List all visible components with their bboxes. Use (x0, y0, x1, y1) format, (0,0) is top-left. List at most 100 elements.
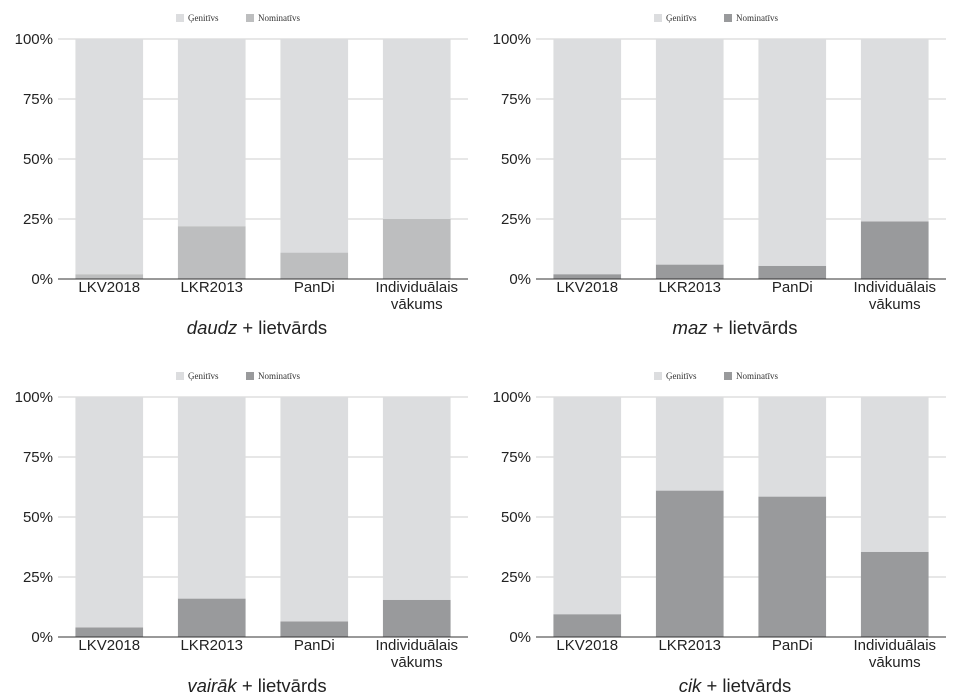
bar-genitivs (280, 39, 348, 253)
bar-nominativs (75, 627, 143, 637)
chart-panel-2: Ģenitīvs Nominatīvs 0% 25% 50% 75% 100% LKV2018… (493, 13, 946, 338)
caption-italic-word: maz (673, 317, 708, 338)
y-tick-label: 75% (501, 91, 531, 108)
x-tick-label: LKR2013 (180, 279, 243, 296)
y-tick-label: 25% (23, 569, 53, 586)
bar-genitivs (758, 39, 826, 266)
y-tick-label: 50% (23, 509, 53, 526)
chart-panel-1: Ģenitīvs Nominatīvs 0% 25% 50% 75% 100% LKV2018… (15, 13, 468, 338)
caption-italic-word: vairāk (187, 675, 238, 696)
legend-label-1: Ģenitīvs (188, 13, 219, 23)
bar-nominativs (861, 552, 929, 637)
legend-swatch-1 (176, 14, 184, 22)
bar-nominativs (758, 266, 826, 279)
legend-swatch-2 (724, 372, 732, 380)
x-tick-label: Individuālais (375, 279, 458, 296)
bar-nominativs (861, 221, 929, 279)
y-tick-label: 25% (23, 211, 53, 228)
y-tick-label: 75% (23, 91, 53, 108)
bar-nominativs (656, 265, 724, 279)
legend-label-1: Ģenitīvs (188, 371, 219, 381)
bar-genitivs (178, 39, 246, 226)
y-tick-label: 100% (493, 31, 531, 48)
y-tick-label: 75% (23, 449, 53, 466)
x-tick-label: LKR2013 (180, 637, 243, 654)
x-tick-label: PanDi (294, 279, 335, 296)
x-tick-label: Individuālais (853, 637, 936, 654)
chart-caption: maz + lietvārds (673, 317, 798, 338)
bar-genitivs (75, 39, 143, 274)
y-tick-label: 50% (501, 151, 531, 168)
x-tick-label: vākums (869, 654, 921, 671)
legend-swatch-2 (246, 14, 254, 22)
chart-panel-3: Ģenitīvs Nominatīvs 0% 25% 50% 75% 100% LKV2018… (15, 371, 468, 696)
legend-label-2: Nominatīvs (736, 371, 778, 381)
bar-nominativs (656, 491, 724, 637)
x-tick-label: LKR2013 (658, 637, 721, 654)
bar-nominativs (178, 599, 246, 637)
caption-italic-word: daudz (187, 317, 237, 338)
x-tick-label: LKV2018 (556, 637, 618, 654)
y-tick-label: 0% (509, 629, 531, 646)
x-tick-label: PanDi (294, 637, 335, 654)
x-tick-label: LKV2018 (556, 279, 618, 296)
y-tick-label: 0% (31, 271, 53, 288)
bar-genitivs (861, 39, 929, 221)
x-tick-label: vākums (869, 296, 921, 313)
caption-rest: + lietvārds (701, 675, 791, 696)
y-tick-label: 100% (15, 31, 53, 48)
legend-label-1: Ģenitīvs (666, 13, 697, 23)
bar-nominativs (758, 497, 826, 637)
legend-swatch-1 (654, 14, 662, 22)
bar-genitivs (75, 397, 143, 627)
bar-genitivs (656, 397, 724, 491)
caption-rest: + lietvārds (237, 317, 327, 338)
legend-label-2: Nominatīvs (258, 371, 300, 381)
bar-nominativs (280, 621, 348, 637)
x-tick-label: PanDi (772, 637, 813, 654)
bar-nominativs (280, 253, 348, 279)
x-tick-label: LKR2013 (658, 279, 721, 296)
y-tick-label: 75% (501, 449, 531, 466)
bar-genitivs (280, 397, 348, 621)
legend-label-2: Nominatīvs (258, 13, 300, 23)
bar-genitivs (553, 39, 621, 274)
bar-genitivs (178, 397, 246, 599)
legend-swatch-1 (176, 372, 184, 380)
y-tick-label: 50% (501, 509, 531, 526)
x-tick-label: LKV2018 (78, 279, 140, 296)
chart-caption: cik + lietvārds (679, 675, 792, 696)
x-tick-label: Individuālais (375, 637, 458, 654)
y-tick-label: 50% (23, 151, 53, 168)
bar-genitivs (383, 397, 451, 600)
legend-label-1: Ģenitīvs (666, 371, 697, 381)
bar-genitivs (553, 397, 621, 614)
y-tick-label: 25% (501, 569, 531, 586)
x-tick-label: Individuālais (853, 279, 936, 296)
y-tick-label: 25% (501, 211, 531, 228)
bar-genitivs (383, 39, 451, 219)
chart-caption: vairāk + lietvārds (187, 675, 326, 696)
bar-genitivs (758, 397, 826, 497)
legend-swatch-2 (724, 14, 732, 22)
x-tick-label: LKV2018 (78, 637, 140, 654)
bar-nominativs (383, 219, 451, 279)
legend-swatch-2 (246, 372, 254, 380)
legend-swatch-1 (654, 372, 662, 380)
x-tick-label: vākums (391, 296, 443, 313)
caption-rest: + lietvārds (237, 675, 327, 696)
x-tick-label: vākums (391, 654, 443, 671)
y-tick-label: 100% (493, 389, 531, 406)
caption-italic-word: cik (679, 675, 703, 696)
legend-label-2: Nominatīvs (736, 13, 778, 23)
bar-genitivs (861, 397, 929, 552)
y-tick-label: 0% (31, 629, 53, 646)
bar-genitivs (656, 39, 724, 265)
bar-nominativs (178, 226, 246, 279)
chart-caption: daudz + lietvārds (187, 317, 327, 338)
caption-rest: + lietvārds (707, 317, 797, 338)
chart-panel-4: Ģenitīvs Nominatīvs 0% 25% 50% 75% 100% LKV2018… (493, 371, 946, 696)
bar-nominativs (383, 600, 451, 637)
y-tick-label: 0% (509, 271, 531, 288)
